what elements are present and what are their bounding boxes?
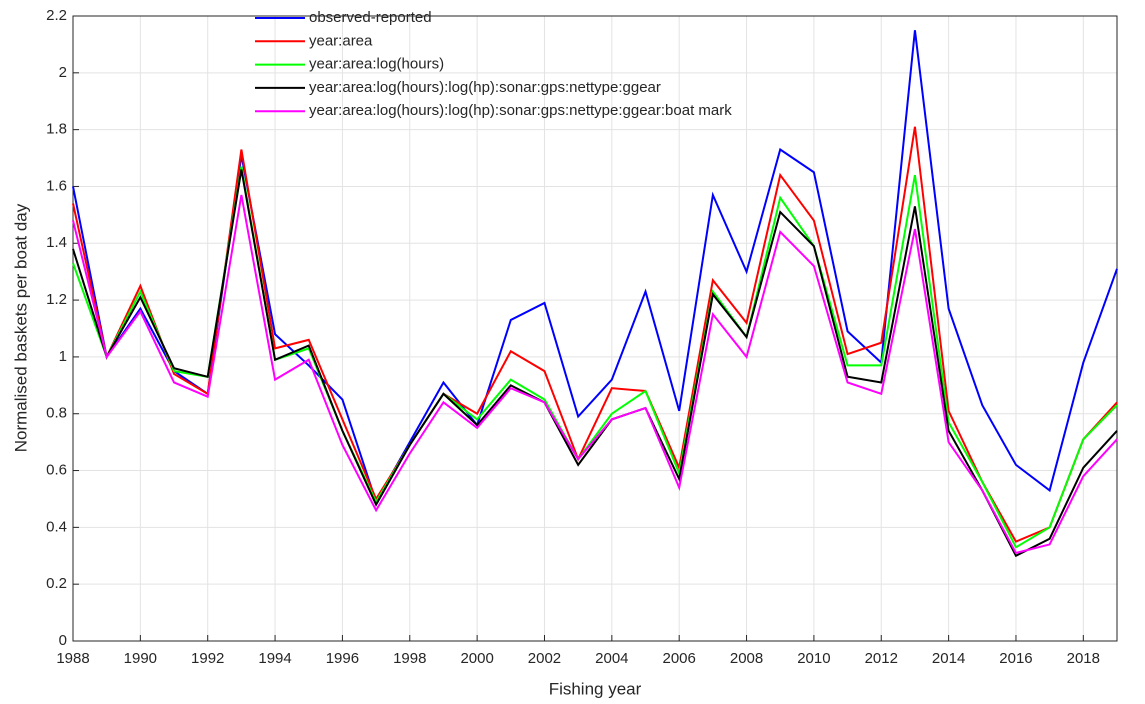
x-tick-label: 2008 [730,650,763,667]
y-tick-label: 0.6 [46,462,67,479]
legend-label: year:area [309,32,373,49]
y-tick-label: 1.4 [46,234,67,251]
x-tick-label: 1996 [326,650,359,667]
y-tick-label: 0.2 [46,575,67,592]
plot-frame [72,15,1118,642]
data-line [72,169,1118,558]
x-tick-label: 2016 [999,650,1032,667]
x-tick-label: 2002 [528,650,561,667]
x-tick-label: 1992 [191,650,224,667]
x-tick-label: 2004 [595,650,628,667]
y-tick-label: 1 [59,348,67,365]
x-tick-label: 1994 [258,650,291,667]
x-tick-label: 1990 [124,650,157,667]
y-tick-label: 0.4 [46,518,67,535]
x-tick-label: 2012 [865,650,898,667]
x-tick-label: 2006 [663,650,696,667]
x-tick-label: 2018 [1067,650,1100,667]
data-line [72,126,1118,543]
x-tick-label: 2014 [932,650,965,667]
y-axis-label: Normalised baskets per boat day [11,203,30,452]
y-tick-label: 0.8 [46,405,67,422]
y-tick-label: 1.8 [46,121,67,138]
y-tick-label: 2 [59,64,67,81]
y-tick-label: 0 [59,632,67,649]
data-line [72,194,1118,555]
legend-label: observed-reported [309,9,432,26]
y-tick-label: 2.2 [46,7,67,24]
legend-label: year:area:log(hours) [309,56,444,73]
y-tick-label: 1.2 [46,291,67,308]
legend-label: year:area:log(hours):log(hp):sonar:gps:n… [309,102,732,119]
y-tick-label: 1.6 [46,177,67,194]
legend-label: year:area:log(hours):log(hp):sonar:gps:n… [309,79,661,96]
x-tick-label: 2010 [797,650,830,667]
x-tick-label: 2000 [460,650,493,667]
x-tick-label: 1988 [56,650,89,667]
x-tick-label: 1998 [393,650,426,667]
x-axis-label: Fishing year [549,679,642,698]
